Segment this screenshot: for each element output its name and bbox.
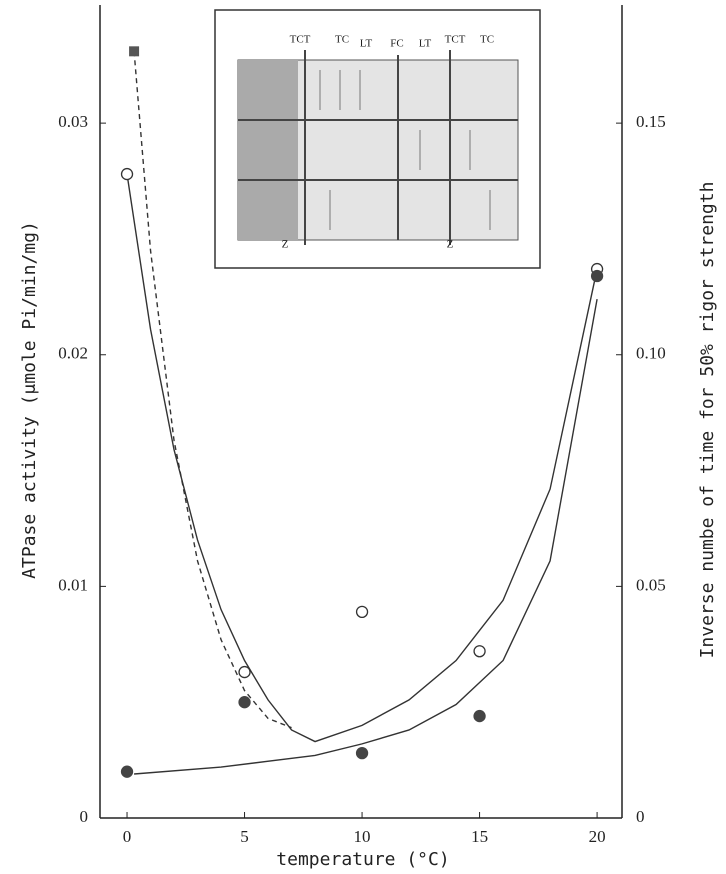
x-tick-label: 20 [589, 827, 606, 846]
point [474, 646, 485, 657]
point [474, 711, 485, 722]
y2-tick-label: 0.10 [636, 344, 666, 363]
inset-label: LT [419, 38, 432, 50]
y2-tick-label: 0.05 [636, 575, 666, 594]
y2-tick-label: 0.15 [636, 112, 666, 131]
inset-label: TCT [445, 34, 466, 46]
x-tick-label: 10 [354, 827, 371, 846]
y2-tick-label: 0 [636, 807, 645, 826]
x-axis-label: temperature (°C) [276, 849, 449, 870]
inset-label: TC [335, 34, 349, 46]
y-tick-label: 0.01 [58, 575, 88, 594]
y-tick-label: 0 [80, 807, 89, 826]
x-tick-label: 15 [471, 827, 488, 846]
inset-label: Z [447, 239, 454, 251]
point [122, 169, 133, 180]
inset-label: TC [480, 34, 494, 46]
curve [134, 299, 597, 774]
point [129, 46, 139, 56]
point [357, 748, 368, 759]
y2-axis-label: Inverse numbe of time for 50% rigor stre… [697, 182, 718, 659]
inset-label: Z [282, 239, 289, 251]
point [122, 766, 133, 777]
x-tick-label: 0 [123, 827, 132, 846]
inset-label: TCT [290, 34, 311, 46]
y-tick-label: 0.02 [58, 344, 88, 363]
inset-label: FC [390, 38, 403, 50]
y-axis-label: ATPase activity (μmole Pi/min/mg) [19, 221, 40, 579]
inset [215, 10, 540, 268]
chart: temperature (°C) ATPase activity (μmole … [0, 0, 726, 874]
y-tick-label: 0.03 [58, 112, 88, 131]
point [592, 271, 603, 282]
point [357, 606, 368, 617]
inset-label: LT [360, 38, 373, 50]
x-tick-label: 5 [240, 827, 249, 846]
point [239, 667, 250, 678]
point [239, 697, 250, 708]
